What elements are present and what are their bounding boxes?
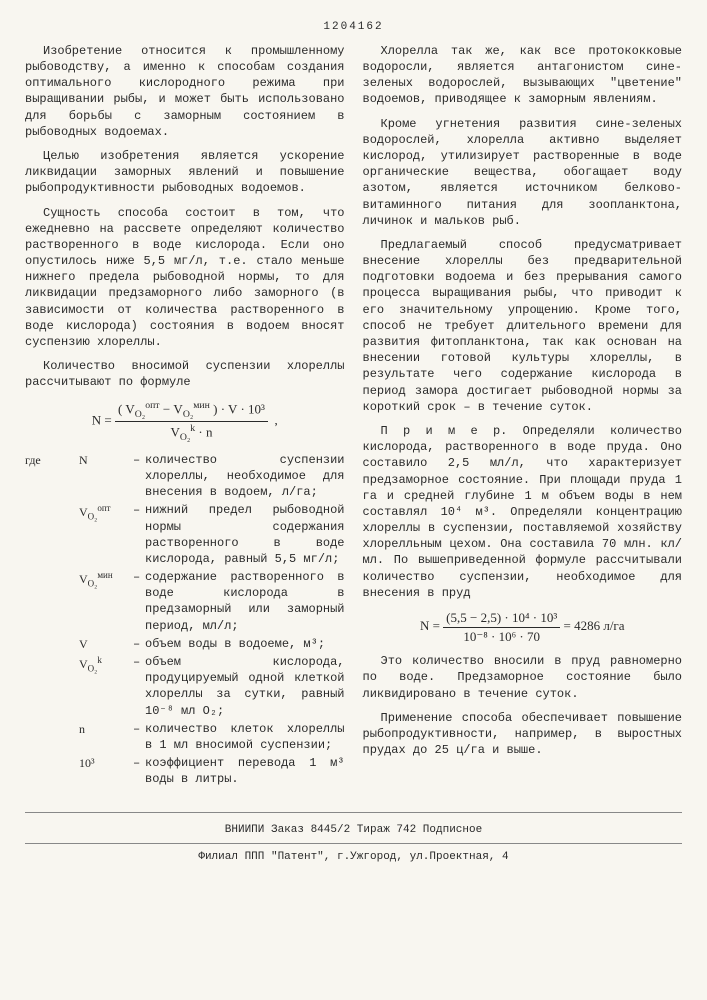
paragraph: Предлагаемый способ предусматривает внес… bbox=[363, 237, 683, 415]
formula-main: N = ( VO₂опт − VO₂мин ) · V · 10³ VO₂k ·… bbox=[25, 399, 345, 444]
where-block: где N – количество суспензии хлореллы, н… bbox=[25, 452, 345, 788]
paragraph: Количество вносимой суспензии хлореллы р… bbox=[25, 358, 345, 390]
footer: ВНИИПИ Заказ 8445/2 Тираж 742 Подписное … bbox=[25, 812, 682, 866]
def-text: количество суспензии хлореллы, необходим… bbox=[145, 452, 345, 501]
where-label: где bbox=[25, 452, 79, 501]
def-text: коэффициент перевода 1 м³ воды в литры. bbox=[145, 755, 345, 787]
dash: – bbox=[133, 636, 145, 652]
calc-result: = 4286 л/га bbox=[564, 618, 625, 633]
def-symbol: 10³ bbox=[79, 755, 133, 787]
dash: – bbox=[133, 721, 145, 753]
footer-line2: Филиал ППП "Патент", г.Ужгород, ул.Проек… bbox=[25, 850, 682, 865]
def-symbol: VO₂k bbox=[79, 654, 133, 719]
dash: – bbox=[133, 755, 145, 787]
dash: – bbox=[133, 654, 145, 719]
def-symbol: N bbox=[79, 452, 133, 501]
formula-calc: N = (5,5 − 2,5) · 10⁴ · 10³ 10⁻⁸ · 10⁶ ·… bbox=[363, 609, 683, 645]
paragraph: Это количество вносили в пруд равномерно… bbox=[363, 653, 683, 702]
def-text: объем кислорода, продуцируемый одной кле… bbox=[145, 654, 345, 719]
dash: – bbox=[133, 452, 145, 501]
def-symbol: V bbox=[79, 636, 133, 652]
paragraph: Сущность способа состоит в том, что ежед… bbox=[25, 205, 345, 351]
def-text: количество клеток хлореллы в 1 мл вносим… bbox=[145, 721, 345, 753]
paragraph: Целью изобретения является ускорение лик… bbox=[25, 148, 345, 197]
paragraph: Хлорелла так же, как все протококковые в… bbox=[363, 43, 683, 108]
def-text: содержание растворенного в воде кислород… bbox=[145, 569, 345, 634]
dash: – bbox=[133, 502, 145, 567]
def-symbol: VO₂опт bbox=[79, 502, 133, 567]
def-symbol: n bbox=[79, 721, 133, 753]
footer-line1: ВНИИПИ Заказ 8445/2 Тираж 742 Подписное bbox=[25, 823, 682, 838]
def-text: объем воды в водоеме, м³; bbox=[145, 636, 345, 652]
paragraph: Кроме угнетения развития сине-зеленых во… bbox=[363, 116, 683, 229]
page-number: 1204162 bbox=[25, 20, 682, 35]
def-symbol: VO₂мин bbox=[79, 569, 133, 634]
paragraph: П р и м е р. Определяли количество кисло… bbox=[363, 423, 683, 601]
paragraph: Применение способа обеспечивает повышени… bbox=[363, 710, 683, 759]
left-column: Изобретение относится к промышленному ры… bbox=[25, 43, 345, 792]
def-text: нижний предел рыбоводной нормы содержани… bbox=[145, 502, 345, 567]
paragraph: Изобретение относится к промышленному ры… bbox=[25, 43, 345, 140]
content-columns: Изобретение относится к промышленному ры… bbox=[25, 43, 682, 792]
dash: – bbox=[133, 569, 145, 634]
right-column: Хлорелла так же, как все протококковые в… bbox=[363, 43, 683, 792]
